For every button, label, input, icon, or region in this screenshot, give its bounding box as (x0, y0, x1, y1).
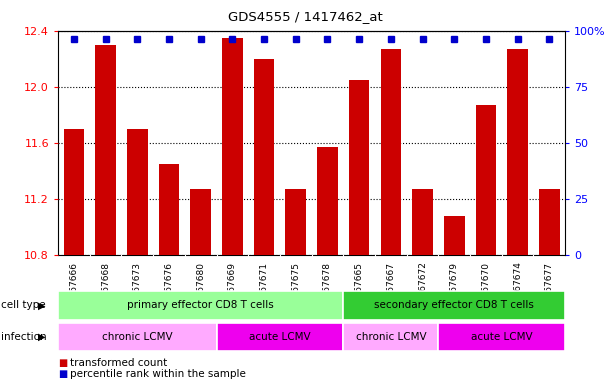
Bar (95, 45, 116, 255)
Text: ■: ■ (58, 358, 67, 368)
Text: acute LCMV: acute LCMV (249, 332, 311, 342)
Bar (64, 129, 84, 255)
Bar (507, 49, 528, 255)
Bar (349, 80, 370, 255)
Text: ▶: ▶ (38, 300, 45, 311)
Text: infection: infection (1, 332, 47, 342)
Text: chronic LCMV: chronic LCMV (356, 332, 426, 342)
Text: primary effector CD8 T cells: primary effector CD8 T cells (127, 300, 274, 311)
Bar (159, 164, 179, 255)
Bar (539, 189, 560, 255)
Bar (343, 323, 439, 351)
Bar (254, 59, 274, 255)
Text: transformed count: transformed count (70, 358, 167, 368)
Text: cell type: cell type (1, 300, 46, 311)
Bar (439, 323, 565, 351)
Text: acute LCMV: acute LCMV (471, 332, 533, 342)
Bar (285, 189, 306, 255)
Bar (412, 189, 433, 255)
Text: GDS4555 / 1417462_at: GDS4555 / 1417462_at (228, 10, 383, 23)
Bar (58, 291, 343, 320)
Bar (343, 291, 565, 320)
Text: ■: ■ (58, 369, 67, 379)
Bar (58, 323, 216, 351)
Bar (191, 189, 211, 255)
Text: secondary effector CD8 T cells: secondary effector CD8 T cells (375, 300, 534, 311)
Text: percentile rank within the sample: percentile rank within the sample (70, 369, 246, 379)
Bar (381, 49, 401, 255)
Bar (222, 38, 243, 255)
Bar (475, 105, 496, 255)
Bar (317, 147, 338, 255)
Bar (127, 129, 148, 255)
Bar (216, 323, 343, 351)
Text: chronic LCMV: chronic LCMV (102, 332, 172, 342)
Bar (444, 216, 464, 255)
Text: ▶: ▶ (38, 332, 45, 342)
